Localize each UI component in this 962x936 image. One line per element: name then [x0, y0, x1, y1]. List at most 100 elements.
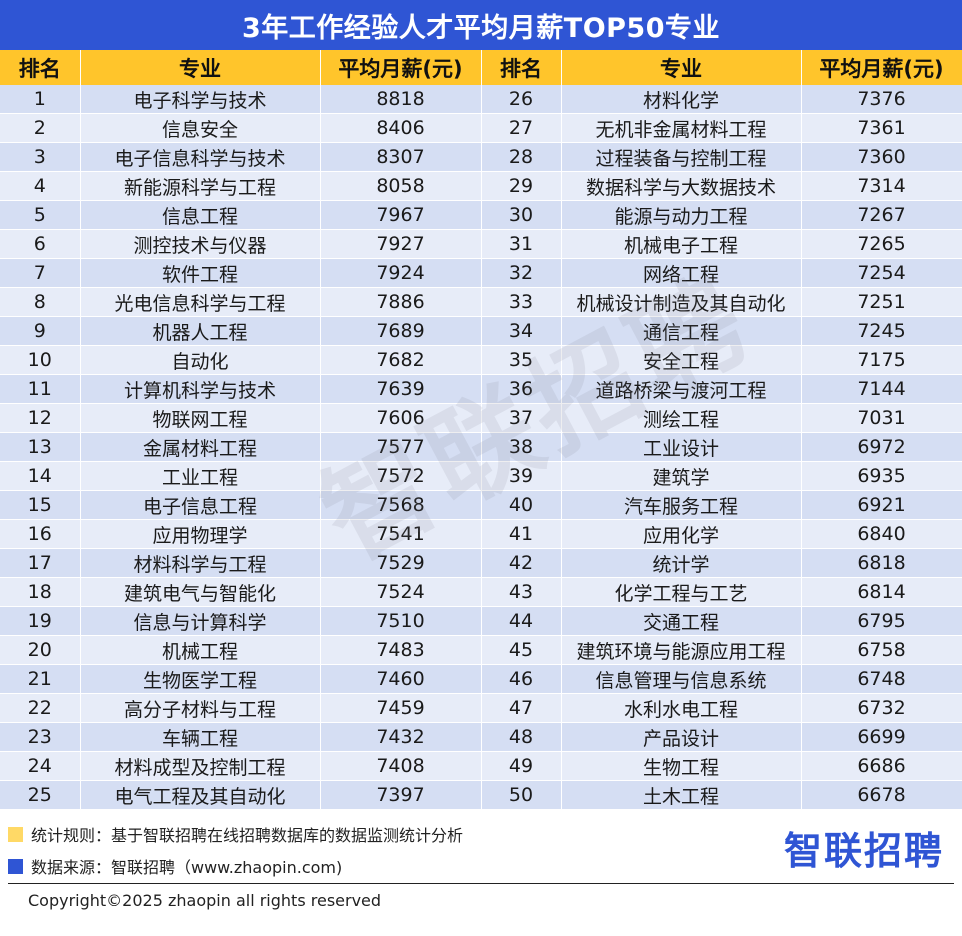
- right-rank-cell: 47: [481, 693, 562, 723]
- left-salary-cell: 8818: [320, 85, 482, 114]
- right-major-cell: 能源与动力工程: [561, 200, 802, 230]
- left-rank-cell: 16: [0, 519, 81, 549]
- left-major-cell: 信息安全: [80, 113, 321, 143]
- left-rank-cell: 20: [0, 635, 81, 665]
- left-rank-cell: 13: [0, 432, 81, 462]
- right-rank-cell: 28: [481, 142, 562, 172]
- left-rank-cell: 18: [0, 577, 81, 607]
- right-rank-cell: 46: [481, 664, 562, 694]
- right-salary-cell: 6818: [801, 548, 962, 578]
- right-major-cell: 汽车服务工程: [561, 490, 802, 520]
- right-rank-cell: 43: [481, 577, 562, 607]
- left-salary-cell: 7459: [320, 693, 482, 723]
- left-major-cell: 电子信息工程: [80, 490, 321, 520]
- left-major-cell: 电子科学与技术: [80, 85, 321, 114]
- table-header-row: 排名 专业 平均月薪(元) 排名 专业 平均月薪(元): [0, 50, 962, 85]
- right-rank-cell: 48: [481, 722, 562, 752]
- table-row: 17 材料科学与工程 7529 42 统计学 6818: [0, 548, 962, 578]
- header-major-left: 专业: [80, 50, 321, 85]
- right-salary-cell: 6795: [801, 606, 962, 636]
- table-row: 11 计算机科学与技术 7639 36 道路桥梁与渡河工程 7144: [0, 374, 962, 404]
- right-major-cell: 工业设计: [561, 432, 802, 462]
- left-rank-cell: 4: [0, 171, 81, 201]
- right-salary-cell: 6678: [801, 780, 962, 810]
- left-rank-cell: 7: [0, 258, 81, 288]
- right-salary-cell: 7251: [801, 287, 962, 317]
- right-rank-cell: 50: [481, 780, 562, 810]
- table-row: 3 电子信息科学与技术 8307 28 过程装备与控制工程 7360: [0, 142, 962, 172]
- left-salary-cell: 7524: [320, 577, 482, 607]
- left-rank-cell: 3: [0, 142, 81, 172]
- right-major-cell: 机械电子工程: [561, 229, 802, 259]
- right-salary-cell: 6732: [801, 693, 962, 723]
- left-major-cell: 材料成型及控制工程: [80, 751, 321, 781]
- header-rank-right: 排名: [481, 50, 562, 85]
- left-rank-cell: 24: [0, 751, 81, 781]
- right-salary-cell: 7175: [801, 345, 962, 375]
- left-major-cell: 车辆工程: [80, 722, 321, 752]
- right-salary-cell: 6748: [801, 664, 962, 694]
- table-row: 20 机械工程 7483 45 建筑环境与能源应用工程 6758: [0, 635, 962, 665]
- source-note: 数据来源：智联招聘（www.zhaopin.com): [8, 850, 768, 882]
- right-rank-cell: 40: [481, 490, 562, 520]
- left-rank-cell: 15: [0, 490, 81, 520]
- left-rank-cell: 12: [0, 403, 81, 433]
- right-major-cell: 土木工程: [561, 780, 802, 810]
- left-major-cell: 生物医学工程: [80, 664, 321, 694]
- left-salary-cell: 7397: [320, 780, 482, 810]
- right-rank-cell: 39: [481, 461, 562, 491]
- left-rank-cell: 1: [0, 85, 81, 114]
- right-rank-cell: 32: [481, 258, 562, 288]
- right-major-cell: 建筑学: [561, 461, 802, 491]
- left-major-cell: 软件工程: [80, 258, 321, 288]
- source-text: 数据来源：智联招聘（www.zhaopin.com): [31, 858, 343, 877]
- table-row: 2 信息安全 8406 27 无机非金属材料工程 7361: [0, 113, 962, 143]
- right-major-cell: 统计学: [561, 548, 802, 578]
- left-major-cell: 测控技术与仪器: [80, 229, 321, 259]
- rule-text: 统计规则：基于智联招聘在线招聘数据库的数据监测统计分析: [31, 826, 464, 845]
- right-salary-cell: 7267: [801, 200, 962, 230]
- right-major-cell: 机械设计制造及其自动化: [561, 287, 802, 317]
- left-salary-cell: 7460: [320, 664, 482, 694]
- right-major-cell: 建筑环境与能源应用工程: [561, 635, 802, 665]
- left-major-cell: 信息工程: [80, 200, 321, 230]
- table-row: 10 自动化 7682 35 安全工程 7175: [0, 345, 962, 375]
- right-salary-cell: 7245: [801, 316, 962, 346]
- right-salary-cell: 6814: [801, 577, 962, 607]
- right-salary-cell: 7265: [801, 229, 962, 259]
- left-salary-cell: 7432: [320, 722, 482, 752]
- left-rank-cell: 23: [0, 722, 81, 752]
- left-major-cell: 材料科学与工程: [80, 548, 321, 578]
- table-row: 22 高分子材料与工程 7459 47 水利水电工程 6732: [0, 693, 962, 723]
- right-salary-cell: 6686: [801, 751, 962, 781]
- left-rank-cell: 8: [0, 287, 81, 317]
- page-title: 3年工作经验人才平均月薪TOP50专业: [0, 0, 962, 50]
- right-rank-cell: 30: [481, 200, 562, 230]
- left-major-cell: 工业工程: [80, 461, 321, 491]
- right-rank-cell: 42: [481, 548, 562, 578]
- right-rank-cell: 31: [481, 229, 562, 259]
- left-salary-cell: 7529: [320, 548, 482, 578]
- left-major-cell: 计算机科学与技术: [80, 374, 321, 404]
- right-rank-cell: 37: [481, 403, 562, 433]
- table-row: 25 电气工程及其自动化 7397 50 土木工程 6678: [0, 780, 962, 810]
- left-salary-cell: 7541: [320, 519, 482, 549]
- left-salary-cell: 7577: [320, 432, 482, 462]
- right-rank-cell: 41: [481, 519, 562, 549]
- zhaopin-logo: 智联招聘: [783, 829, 944, 873]
- left-salary-cell: 8058: [320, 171, 482, 201]
- right-major-cell: 交通工程: [561, 606, 802, 636]
- left-rank-cell: 10: [0, 345, 81, 375]
- left-salary-cell: 7689: [320, 316, 482, 346]
- left-rank-cell: 21: [0, 664, 81, 694]
- left-major-cell: 信息与计算科学: [80, 606, 321, 636]
- table-row: 21 生物医学工程 7460 46 信息管理与信息系统 6748: [0, 664, 962, 694]
- left-major-cell: 物联网工程: [80, 403, 321, 433]
- right-major-cell: 化学工程与工艺: [561, 577, 802, 607]
- right-rank-cell: 36: [481, 374, 562, 404]
- left-salary-cell: 8307: [320, 142, 482, 172]
- left-rank-cell: 19: [0, 606, 81, 636]
- table-row: 12 物联网工程 7606 37 测绘工程 7031: [0, 403, 962, 433]
- left-rank-cell: 17: [0, 548, 81, 578]
- right-salary-cell: 6935: [801, 461, 962, 491]
